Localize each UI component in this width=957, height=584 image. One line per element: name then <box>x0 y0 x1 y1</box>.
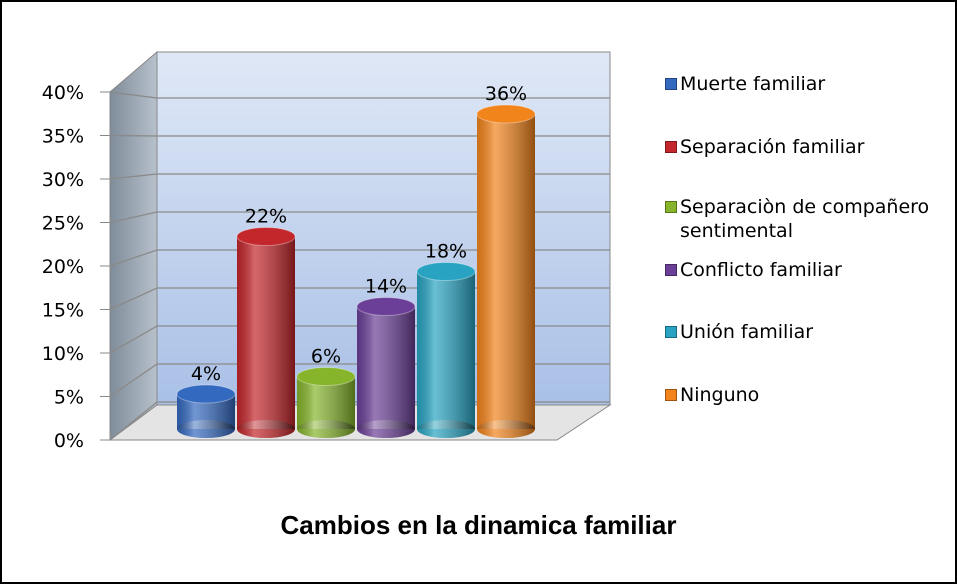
bar-highlight <box>237 236 295 429</box>
data-label: 6% <box>311 346 341 368</box>
legend-label: Separación familiar <box>680 136 865 158</box>
bar-base-shade <box>357 420 415 438</box>
bar-top <box>176 384 236 404</box>
grid-line <box>109 249 610 267</box>
legend-swatch <box>665 264 677 276</box>
legend-swatch <box>665 78 677 90</box>
y-tick-label: 25% <box>42 213 84 235</box>
bar-highlight <box>417 271 475 429</box>
bar-base-shade <box>477 420 535 438</box>
legend-item: Muerte familiar <box>665 72 955 96</box>
grid-line <box>109 91 610 99</box>
legend-item: Separaciòn de compañero sentimental <box>665 195 955 243</box>
y-tick-label: 10% <box>42 343 84 365</box>
side-wall <box>109 50 158 441</box>
y-tick-label: 35% <box>42 126 84 148</box>
legend-label: Conflicto familiar <box>680 259 842 281</box>
legend-label: Ninguno <box>680 384 760 406</box>
y-tick-label: 30% <box>42 169 84 191</box>
bar-top <box>476 104 536 124</box>
y-tick-label: 5% <box>54 387 84 409</box>
bar-highlight <box>477 114 535 429</box>
legend-swatch <box>665 141 677 153</box>
legend-item: Unión familiar <box>665 320 955 344</box>
legend-label: Muerte familiar <box>680 73 826 95</box>
bar-base-shade <box>417 420 475 438</box>
data-label: 36% <box>485 83 527 105</box>
chart-title: Cambios en la dinamica familiar <box>280 510 677 540</box>
bar-highlight <box>357 306 415 429</box>
bar-top <box>416 262 476 281</box>
legend-label: Separaciòn de compañero sentimental <box>680 196 930 242</box>
data-label: 18% <box>425 241 467 263</box>
legend-swatch <box>665 201 677 213</box>
bar-top <box>296 367 356 386</box>
y-tick-label: 0% <box>54 430 84 452</box>
y-tick-label: 40% <box>42 82 84 104</box>
bar-base-shade <box>177 420 235 438</box>
legend-label: Unión familiar <box>680 321 814 343</box>
legend-item: Conflicto familiar <box>665 258 955 282</box>
y-tick-label: 15% <box>42 300 84 322</box>
bar-top <box>356 297 416 316</box>
legend-swatch <box>665 326 677 338</box>
legend-item: Separación familiar <box>665 135 955 159</box>
grid-line <box>109 211 610 224</box>
y-tick-label: 20% <box>42 256 84 278</box>
bar-top <box>236 227 296 246</box>
legend-swatch <box>665 389 677 401</box>
legend-item: Ninguno <box>665 383 955 407</box>
data-label: 22% <box>245 206 287 228</box>
data-label: 14% <box>365 276 407 298</box>
grid-line <box>109 173 610 180</box>
data-label: 4% <box>191 363 221 385</box>
grid-line <box>109 134 610 137</box>
bar-base-shade <box>237 420 295 438</box>
bar-base-shade <box>297 420 355 438</box>
